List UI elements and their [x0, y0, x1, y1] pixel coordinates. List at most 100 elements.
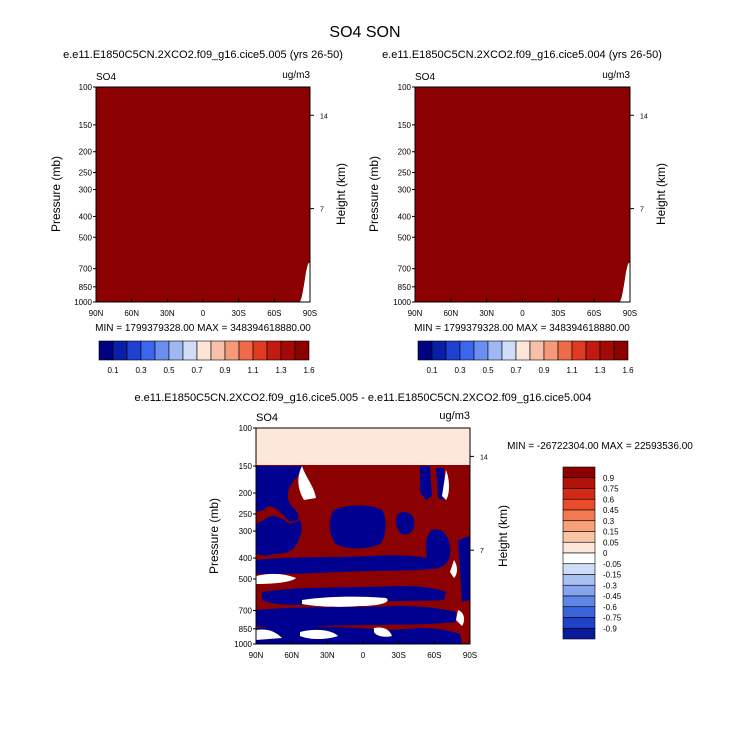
colorbar-label: 0.7 — [191, 366, 203, 375]
field-white-south-2 — [450, 560, 457, 578]
colorbar-swatch — [562, 617, 596, 629]
panel-3-right-axis: 14 7 — [470, 454, 488, 555]
x-tick-label: 90S — [623, 309, 637, 318]
field-white-layer-3 — [256, 629, 282, 640]
colorbar-label: 0.9 — [219, 366, 231, 375]
colorbar-swatch — [487, 340, 503, 361]
y-tick-label: 300 — [239, 527, 253, 536]
colorbar-label: -0.9 — [603, 624, 617, 633]
colorbar-label: -0.6 — [603, 603, 617, 612]
panel-1-colorbar: 0.1 0.3 0.5 0.7 0.9 1.1 1.3 1.6 — [98, 340, 315, 375]
field-white-layer-2 — [302, 596, 388, 607]
field-blue-cell-1 — [329, 505, 386, 549]
panel-2-right-label: ug/m3 — [602, 70, 630, 81]
y-tick-label: 150 — [79, 121, 93, 130]
colorbar-label: 1.1 — [566, 366, 578, 375]
colorbar-swatch — [562, 531, 596, 543]
x-tick-label: 30N — [479, 309, 494, 318]
field-blue-layer-700 — [256, 606, 456, 628]
right-tick-label: 14 — [320, 113, 328, 120]
colorbar-swatch — [562, 477, 596, 489]
panel-2-field — [415, 87, 630, 302]
y-tick-label: 400 — [239, 554, 253, 563]
y-tick-label: 1000 — [74, 298, 92, 307]
x-tick-label: 60N — [443, 309, 458, 318]
colorbar-swatch — [98, 340, 114, 361]
colorbar-swatch — [562, 498, 596, 511]
right-tick-label: 14 — [640, 113, 648, 120]
panel-2-x-axis: 90N 60N 30N 0 30S 60S 90S — [408, 298, 637, 318]
y-tick-label: 700 — [79, 265, 93, 274]
panel-1-left-label: SO4 — [96, 72, 116, 83]
colorbar-swatch — [562, 552, 596, 565]
y-tick-label: 400 — [398, 212, 412, 221]
panel-3-right-label: ug/m3 — [439, 410, 470, 422]
y-tick-label: 200 — [239, 489, 253, 498]
panel-2: e.e11.E1850C5CN.2XCO2.f09_g16.cice5.004 … — [367, 49, 668, 375]
x-tick-label: 60N — [284, 651, 299, 660]
panel-2-ylabel: Pressure (mb) — [367, 156, 381, 232]
right-tick-label: 14 — [480, 454, 488, 461]
panel-2-ylabel-right: Height (km) — [654, 163, 668, 225]
colorbar-label: 0.3 — [454, 366, 466, 375]
field-blue-south-column — [420, 466, 446, 500]
panel-2-plot — [414, 86, 631, 303]
colorbar-swatch — [562, 509, 596, 522]
panel-3-colorbar: 0.9 0.750.6 0.45 0.3 0.150.05 0 -0.05 -0.15-0.3… — [562, 466, 622, 640]
colorbar-label: 0.9 — [538, 366, 550, 375]
colorbar-swatch — [562, 488, 596, 500]
field-blue-layer-500 — [256, 555, 440, 574]
panel-1-stats: MIN = 1799379328.00 MAX = 348394618880.0… — [95, 323, 311, 334]
x-tick-label: 60S — [587, 309, 601, 318]
colorbar-swatch — [562, 595, 596, 608]
y-tick-label: 400 — [79, 212, 93, 221]
x-tick-label: 30S — [551, 309, 565, 318]
colorbar-label: 0.7 — [510, 366, 522, 375]
y-tick-label: 1000 — [234, 640, 252, 649]
colorbar-swatch — [515, 340, 531, 361]
right-tick-label: 7 — [320, 207, 324, 214]
field-blue-south-edge — [458, 536, 470, 602]
field-blue-south-lower — [425, 529, 451, 568]
colorbar-label: 0 — [603, 549, 608, 558]
panel-3-plot — [256, 428, 470, 644]
x-tick-label: 90S — [463, 651, 477, 660]
y-tick-label: 850 — [79, 283, 93, 292]
y-tick-label: 1000 — [393, 298, 411, 307]
colorbar-label: 1.6 — [303, 366, 315, 375]
right-tick-label: 7 — [640, 207, 644, 214]
colorbar-swatch — [126, 340, 142, 361]
colorbar-label: 0.45 — [603, 506, 619, 515]
colorbar-swatch — [112, 340, 128, 361]
colorbar-label: -0.45 — [603, 592, 622, 601]
colorbar-swatch — [585, 340, 601, 361]
colorbar-label: -0.3 — [603, 581, 617, 590]
x-tick-label: 90N — [249, 651, 264, 660]
y-tick-label: 850 — [239, 625, 253, 634]
colorbar-label: 1.3 — [594, 366, 606, 375]
colorbar-swatch — [417, 340, 433, 361]
y-tick-label: 500 — [398, 233, 412, 242]
panel-1-title: e.e11.E1850C5CN.2XCO2.f09_g16.cice5.005 … — [63, 49, 343, 61]
colorbar-label: 0.9 — [603, 474, 615, 483]
colorbar-swatch — [543, 340, 559, 361]
colorbar-label: -0.05 — [603, 560, 622, 569]
colorbar-label: -0.75 — [603, 614, 622, 623]
panel-2-right-axis: 14 7 — [630, 113, 648, 214]
colorbar-swatch — [562, 563, 596, 575]
colorbar-swatch — [266, 340, 282, 361]
panel-1-missing-notch — [300, 262, 310, 302]
colorbar-label: 0.5 — [163, 366, 175, 375]
x-tick-label: 60S — [267, 309, 281, 318]
colorbar-swatch — [154, 340, 170, 361]
y-tick-label: 300 — [398, 186, 412, 195]
figure-title: SO4 SON — [329, 24, 400, 41]
colorbar-swatch — [196, 340, 212, 361]
colorbar-swatch — [562, 520, 596, 532]
colorbar-label: 0.75 — [603, 485, 619, 494]
colorbar-swatch — [238, 340, 254, 361]
panel-1-ylabel: Pressure (mb) — [49, 156, 63, 232]
x-tick-label: 0 — [201, 309, 206, 318]
colorbar-swatch — [562, 606, 596, 618]
right-tick-label: 7 — [480, 548, 484, 555]
